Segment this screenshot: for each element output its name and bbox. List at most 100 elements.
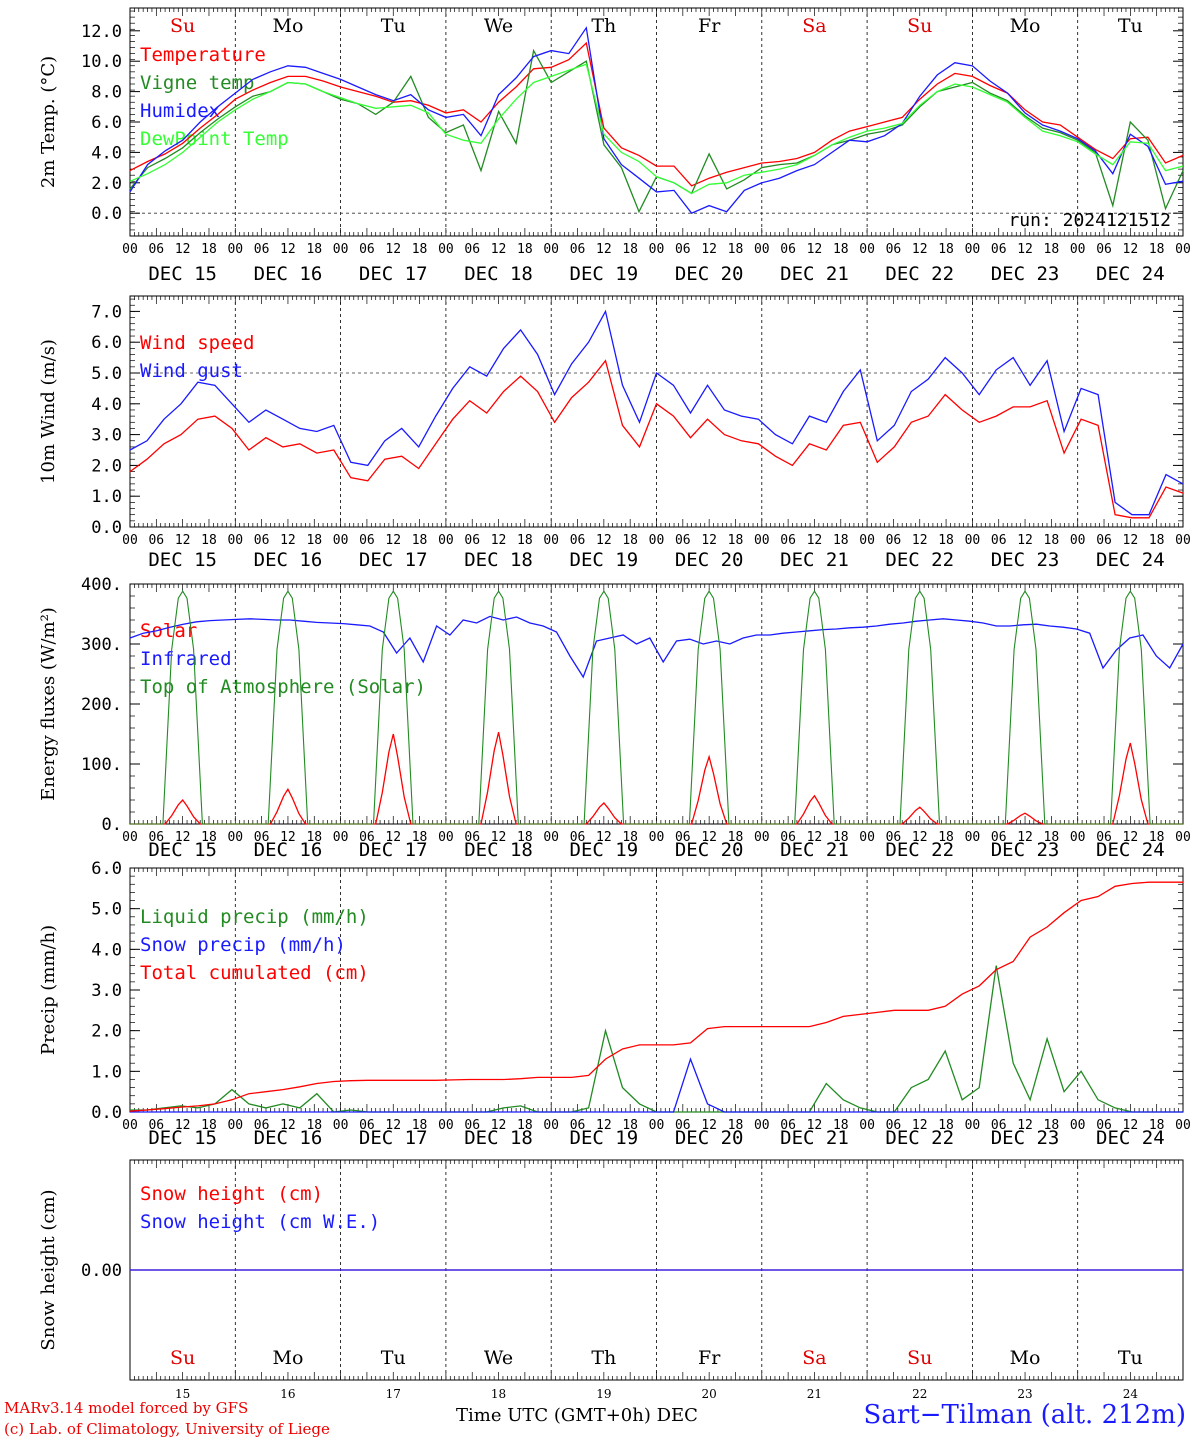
hour-tick-label: 18	[622, 1118, 638, 1133]
hour-tick-label: 06	[464, 242, 480, 257]
hour-tick-label: 12	[1017, 830, 1033, 845]
y-tick-label: 5.0	[91, 900, 122, 920]
legend-entry: Liquid precip (mm/h)	[140, 906, 369, 928]
weekday-label: Su	[907, 1347, 932, 1369]
hour-tick-label: 00	[438, 533, 454, 548]
y-tick-label: 100.	[81, 755, 122, 775]
hour-tick-label: 12	[280, 242, 296, 257]
hour-tick-label: 00	[965, 242, 981, 257]
hour-tick-label: 12	[385, 830, 401, 845]
hour-tick-label: 00	[859, 242, 875, 257]
hour-tick-label: 00	[122, 1118, 138, 1133]
hour-tick-label: 06	[148, 1118, 164, 1133]
hour-tick-label: 18	[412, 242, 428, 257]
hour-tick-label: 00	[965, 830, 981, 845]
legend-entry: Wind speed	[140, 332, 254, 354]
y-tick-label: 3.0	[91, 981, 122, 1001]
hour-tick-label: 18	[938, 830, 954, 845]
hour-tick-label: 18	[1149, 1118, 1165, 1133]
weekday-label: We	[484, 1347, 513, 1369]
y-tick-label: 0.0	[91, 1103, 122, 1123]
weekday-label: Su	[170, 1347, 195, 1369]
hour-tick-label: 18	[306, 830, 322, 845]
hour-tick-label: 00	[543, 1118, 559, 1133]
hour-tick-label: 00	[1175, 533, 1191, 548]
date-label: DEC 23	[991, 549, 1060, 571]
hour-tick-label: 18	[201, 1118, 217, 1133]
hour-tick-label: 12	[807, 830, 823, 845]
hour-tick-label: 18	[201, 533, 217, 548]
weekday-label: Tu	[381, 1347, 406, 1369]
hour-tick-label: 06	[464, 1118, 480, 1133]
hour-tick-label: 12	[912, 1118, 928, 1133]
weekday-label: Su	[170, 15, 195, 37]
hour-tick-label: 18	[1149, 242, 1165, 257]
hour-tick-label: 12	[280, 533, 296, 548]
hour-tick-label: 12	[912, 242, 928, 257]
legend-entry: Wind gust	[140, 360, 243, 382]
hour-tick-label: 12	[1123, 242, 1139, 257]
run-label: run: 2024121512	[1008, 210, 1171, 231]
date-label: DEC 22	[885, 839, 954, 861]
date-label: DEC 24	[1096, 263, 1165, 285]
date-label: DEC 20	[675, 263, 744, 285]
date-label: DEC 19	[570, 549, 639, 571]
y-tick-label: 6.0	[91, 859, 122, 879]
legend-entry: Infrared	[140, 648, 232, 670]
hour-tick-label: 00	[1070, 533, 1086, 548]
y-tick-label: 300.	[81, 635, 122, 655]
hour-tick-label: 00	[649, 830, 665, 845]
hour-tick-label: 18	[517, 533, 533, 548]
hour-tick-label: 12	[701, 242, 717, 257]
hour-tick-label: 06	[359, 242, 375, 257]
weekday-label: Mo	[1010, 15, 1041, 37]
date-label: DEC 16	[254, 1127, 323, 1149]
hour-tick-label: 06	[254, 1118, 270, 1133]
hour-tick-label: 12	[596, 533, 612, 548]
y-tick-label: 10.0	[81, 52, 122, 72]
hour-tick-label: 18	[622, 533, 638, 548]
hour-tick-label: 00	[333, 242, 349, 257]
date-label: DEC 22	[885, 263, 954, 285]
hour-tick-label: 12	[175, 242, 191, 257]
weekday-label: Su	[907, 15, 932, 37]
date-label: DEC 18	[464, 839, 533, 861]
legend-entry: Total cumulated (cm)	[140, 962, 369, 984]
hour-tick-label: 00	[333, 1118, 349, 1133]
hour-tick-label: 00	[649, 242, 665, 257]
hour-tick-label: 18	[938, 1118, 954, 1133]
date-label: DEC 23	[991, 1127, 1060, 1149]
weekday-label: Sa	[802, 1347, 826, 1369]
weekday-label: Th	[591, 1347, 616, 1369]
series-line	[129, 26, 1184, 214]
hour-tick-label: 06	[570, 1118, 586, 1133]
hour-tick-label: 00	[1175, 830, 1191, 845]
date-label: DEC 22	[885, 549, 954, 571]
hour-tick-label: 06	[675, 1118, 691, 1133]
y-tick-label: 4.0	[91, 940, 122, 960]
hour-tick-label: 06	[570, 830, 586, 845]
hour-tick-label: 12	[175, 533, 191, 548]
hour-tick-label: 12	[1017, 1118, 1033, 1133]
hour-tick-label: 06	[1096, 1118, 1112, 1133]
hour-tick-label: 06	[359, 1118, 375, 1133]
hour-tick-label: 06	[780, 830, 796, 845]
hour-tick-label: 06	[780, 242, 796, 257]
hour-tick-label: 18	[412, 830, 428, 845]
hour-tick-label: 00	[227, 533, 243, 548]
hour-tick-label: 18	[1044, 830, 1060, 845]
hour-tick-label: 00	[122, 533, 138, 548]
hour-tick-label: 12	[701, 533, 717, 548]
hour-tick-label: 06	[148, 242, 164, 257]
hour-tick-label: 06	[148, 533, 164, 548]
hour-tick-label: 12	[596, 1118, 612, 1133]
day-number-label: 17	[386, 1387, 401, 1401]
hour-tick-label: 00	[122, 830, 138, 845]
hour-tick-label: 18	[306, 533, 322, 548]
hour-tick-label: 18	[622, 242, 638, 257]
y-tick-label: 3.0	[91, 426, 122, 446]
date-label: DEC 20	[675, 549, 744, 571]
weekday-label: We	[484, 15, 513, 37]
hour-tick-label: 18	[201, 830, 217, 845]
hour-tick-label: 18	[1149, 533, 1165, 548]
